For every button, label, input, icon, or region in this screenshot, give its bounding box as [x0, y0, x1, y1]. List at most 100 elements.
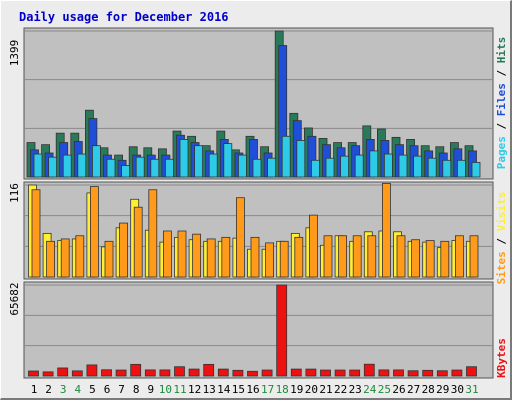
chart-marks [25, 30, 492, 377]
visits-bar-sites-25 [381, 183, 391, 278]
kbytes-bar-kbytes-10 [159, 369, 171, 377]
kbytes-bar-kbytes-21 [320, 369, 331, 377]
kbytes-bar-kbytes-29 [436, 370, 448, 377]
visits-bar-sites-20 [308, 214, 318, 278]
hits-bar-pages-25 [383, 153, 393, 178]
x-tick-label-31: 31 [465, 383, 478, 396]
legend-sep-3: / [495, 231, 508, 251]
visits-bar-sites-4 [75, 235, 85, 278]
hits-bar-pages-26 [398, 154, 408, 178]
visits-bar-sites-6 [104, 240, 114, 278]
x-tick-label-2: 2 [45, 383, 52, 396]
x-tick-label-27: 27 [407, 383, 420, 396]
kbytes-bar-kbytes-31 [466, 366, 477, 377]
kbytes-bar-kbytes-28 [422, 369, 434, 377]
x-tick-label-19: 19 [290, 383, 303, 396]
visits-bar-sites-2 [46, 240, 55, 278]
hits-bar-pages-4 [77, 153, 87, 178]
legend-sep-2: / [495, 63, 508, 83]
x-tick-label-11: 11 [173, 383, 186, 396]
visits-bar-sites-15 [235, 197, 245, 278]
x-tick-label-13: 13 [203, 383, 216, 396]
hits-bar-pages-15 [237, 154, 247, 178]
visits-bar-sites-13 [206, 238, 216, 278]
hits-bar-pages-20 [310, 159, 320, 178]
hits-bar-pages-17 [267, 157, 277, 178]
x-tick-label-26: 26 [392, 383, 405, 396]
x-tick-label-14: 14 [217, 383, 231, 396]
x-tick-label-18: 18 [276, 383, 289, 396]
hits-bar-pages-8 [135, 156, 145, 178]
x-tick-label-25: 25 [378, 383, 391, 396]
visits-bar-sites-31 [469, 235, 479, 278]
kbytes-bar-kbytes-24 [363, 363, 375, 377]
x-tick-label-23: 23 [349, 383, 362, 396]
legend-visits: Visits [495, 192, 508, 232]
visits-bar-sites-16 [250, 236, 260, 278]
kbytes-max-label: 65682 [8, 282, 21, 315]
hits-legend: Pages / Files / Hits [495, 37, 508, 170]
hits-bar-pages-6 [106, 158, 116, 178]
visits-bar-sites-8 [133, 206, 143, 278]
kbytes-bar-kbytes-23 [349, 369, 361, 377]
visits-bar-sites-3 [60, 238, 70, 278]
legend-kbytes: KBytes [495, 338, 508, 378]
hits-bar-pages-2 [48, 156, 57, 178]
kbytes-bar-kbytes-27 [407, 370, 419, 377]
hits-bar-pages-28 [427, 157, 437, 178]
kbytes-bar-kbytes-30 [451, 369, 463, 377]
kbytes-bar-kbytes-1 [28, 370, 39, 377]
visits-bar-sites-24 [367, 235, 377, 278]
kbytes-bar-kbytes-15 [232, 369, 244, 377]
x-tick-label-30: 30 [451, 383, 464, 396]
visits-bar-sites-29 [440, 240, 450, 278]
visits-bar-sites-23 [352, 235, 362, 278]
legend-files: Files [495, 83, 508, 116]
kbytes-bar-kbytes-3 [57, 367, 69, 377]
visits-bar-sites-17 [265, 242, 275, 278]
kbytes-bar-kbytes-4 [71, 370, 83, 377]
kbytes-bar-kbytes-9 [144, 369, 156, 377]
legend-pages: Pages [495, 136, 508, 169]
legend-sites: Sites [495, 251, 508, 284]
visits-bar-sites-30 [454, 235, 464, 278]
hits-bar-pages-9 [150, 158, 160, 178]
kbytes-bar-kbytes-11 [174, 366, 185, 377]
legend-hits: Hits [495, 37, 508, 64]
kbytes-bar-kbytes-7 [115, 369, 127, 377]
x-tick-label-1: 1 [31, 383, 38, 396]
visits-bar-sites-18 [279, 240, 289, 278]
x-tick-label-15: 15 [232, 383, 245, 396]
kbytes-bar-kbytes-12 [188, 368, 200, 377]
hits-bar-pages-31 [471, 161, 481, 178]
x-tick-label-10: 10 [159, 383, 172, 396]
hits-bar-pages-16 [252, 158, 262, 178]
visits-bar-sites-14 [221, 236, 231, 278]
kbytes-bar-kbytes-25 [378, 369, 390, 377]
hits-bar-pages-11 [179, 139, 189, 178]
legend-sep-1: / [495, 116, 508, 136]
hits-bar-pages-21 [325, 157, 335, 178]
kbytes-bar-kbytes-2 [42, 371, 54, 377]
kbytes-bar-kbytes-26 [393, 369, 404, 377]
hits-bar-pages-14 [223, 143, 233, 178]
visits-bar-sites-11 [177, 230, 187, 278]
kbytes-bar-kbytes-17 [261, 369, 273, 377]
kbytes-bar-kbytes-14 [217, 368, 229, 377]
visits-bar-sites-12 [192, 233, 202, 278]
x-tick-label-21: 21 [319, 383, 332, 396]
visits-bar-sites-22 [338, 235, 348, 278]
kbytes-bar-kbytes-18 [276, 284, 288, 377]
kbytes-legend: KBytes [495, 338, 508, 378]
x-tick-label-12: 12 [188, 383, 201, 396]
visits-bar-sites-9 [148, 189, 158, 278]
x-tick-label-6: 6 [104, 383, 111, 396]
hits-bar-pages-12 [194, 145, 204, 178]
x-tick-label-20: 20 [305, 383, 318, 396]
hits-bar-pages-18 [281, 135, 291, 178]
hits-bar-pages-30 [456, 159, 466, 178]
hits-bar-pages-13 [208, 153, 218, 178]
visits-bar-sites-1 [31, 189, 41, 278]
